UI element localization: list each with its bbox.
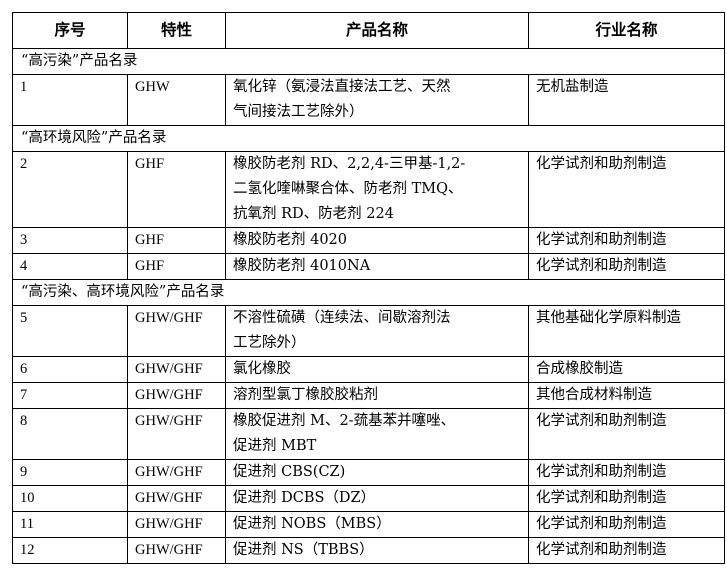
product-name-line: 氧化锌（氨浸法直接法工艺、天然 bbox=[233, 79, 451, 95]
cell-product-name: 促进剂 DCBS（DZ） bbox=[225, 485, 529, 512]
product-name-line: 促进剂 MBT bbox=[233, 438, 317, 454]
cell-attribute: GHW/GHF bbox=[127, 537, 226, 564]
product-name-line: 溶剂型氯丁橡胶胶粘剂 bbox=[233, 387, 378, 403]
product-name-line: 橡胶防老剂 4020 bbox=[233, 232, 348, 248]
product-name-line: 促进剂 CBS(CZ) bbox=[233, 464, 346, 480]
product-name-line: 促进剂 NOBS（MBS） bbox=[233, 516, 391, 532]
table-row: 10 GHW/GHF 促进剂 DCBS（DZ） 化学试剂和助剂制造 bbox=[12, 485, 725, 512]
cell-attribute: GHW/GHF bbox=[127, 382, 226, 409]
product-name-line: 工艺除外） bbox=[233, 335, 306, 351]
cell-attribute: GHF bbox=[127, 151, 226, 228]
section-label: “高环境风险”产品名录 bbox=[12, 125, 725, 152]
table-row: 11 GHW/GHF 促进剂 NOBS（MBS） 化学试剂和助剂制造 bbox=[12, 511, 725, 538]
cell-product-name: 促进剂 NOBS（MBS） bbox=[225, 511, 529, 538]
table-row: 5 GHW/GHF 不溶性硫磺（连续法、间歇溶剂法 工艺除外） 其他基础化学原料制造 bbox=[12, 305, 725, 357]
cell-industry-name: 化学试剂和助剂制造 bbox=[528, 253, 725, 280]
product-name-line: 橡胶防老剂 4010NA bbox=[233, 258, 371, 274]
product-name-line: 氯化橡胶 bbox=[233, 361, 291, 377]
table-row: 2 GHF 橡胶防老剂 RD、2,2,4-三甲基-1,2- 二氢化喹啉聚合体、防老剂 … bbox=[12, 151, 725, 228]
table-row: 7 GHW/GHF 溶剂型氯丁橡胶胶粘剂 其他合成材料制造 bbox=[12, 382, 725, 409]
table-row: 3 GHF 橡胶防老剂 4020 化学试剂和助剂制造 bbox=[12, 227, 725, 254]
cell-attribute: GHW bbox=[127, 74, 226, 126]
table-row: 8 GHW/GHF 橡胶促进剂 M、2-巯基苯并噻唑、 促进剂 MBT 化学试剂和助剂制… bbox=[12, 408, 725, 460]
cell-industry-name: 化学试剂和助剂制造 bbox=[528, 151, 725, 228]
cell-attribute: GHW/GHF bbox=[127, 511, 226, 538]
table-row: 12 GHW/GHF 促进剂 NS（TBBS） 化学试剂和助剂制造 bbox=[12, 537, 725, 564]
cell-no: 5 bbox=[12, 305, 128, 357]
cell-attribute: GHW/GHF bbox=[127, 305, 226, 357]
cell-no: 11 bbox=[12, 511, 128, 538]
cell-no: 10 bbox=[12, 485, 128, 512]
header-no: 序号 bbox=[12, 12, 128, 49]
cell-industry-name: 化学试剂和助剂制造 bbox=[528, 511, 725, 538]
cell-attribute: GHW/GHF bbox=[127, 459, 226, 486]
cell-no: 9 bbox=[12, 459, 128, 486]
cell-no: 12 bbox=[12, 537, 128, 564]
section-row: “高污染、高环境风险”产品名录 bbox=[12, 279, 725, 306]
section-label: “高污染”产品名录 bbox=[12, 48, 725, 75]
product-name-line: 气间接法工艺除外） bbox=[233, 104, 364, 120]
cell-product-name: 橡胶促进剂 M、2-巯基苯并噻唑、 促进剂 MBT bbox=[225, 408, 529, 460]
header-industry-name: 行业名称 bbox=[528, 12, 725, 49]
product-name-line: 橡胶防老剂 RD、2,2,4-三甲基-1,2- bbox=[233, 156, 466, 172]
product-name-line: 抗氧剂 RD、防老剂 224 bbox=[233, 206, 394, 222]
table-row: 9 GHW/GHF 促进剂 CBS(CZ) 化学试剂和助剂制造 bbox=[12, 459, 725, 486]
cell-industry-name: 其他基础化学原料制造 bbox=[528, 305, 725, 357]
table-row: 6 GHW/GHF 氯化橡胶 合成橡胶制造 bbox=[12, 356, 725, 383]
cell-industry-name: 无机盐制造 bbox=[528, 74, 725, 126]
table-row: 1 GHW 氧化锌（氨浸法直接法工艺、天然 气间接法工艺除外） 无机盐制造 bbox=[12, 74, 725, 126]
cell-industry-name: 合成橡胶制造 bbox=[528, 356, 725, 383]
product-name-line: 促进剂 NS（TBBS） bbox=[233, 542, 374, 558]
cell-no: 8 bbox=[12, 408, 128, 460]
cell-industry-name: 其他合成材料制造 bbox=[528, 382, 725, 409]
cell-product-name: 橡胶防老剂 RD、2,2,4-三甲基-1,2- 二氢化喹啉聚合体、防老剂 TMQ、… bbox=[225, 151, 529, 228]
cell-no: 3 bbox=[12, 227, 128, 254]
cell-attribute: GHF bbox=[127, 227, 226, 254]
cell-product-name: 橡胶防老剂 4020 bbox=[225, 227, 529, 254]
product-name-line: 二氢化喹啉聚合体、防老剂 TMQ、 bbox=[233, 181, 463, 197]
product-table: 序号 特性 产品名称 行业名称 “高污染”产品名录 1 GHW 氧化锌（氨浸法直接法工… bbox=[12, 12, 725, 564]
cell-no: 6 bbox=[12, 356, 128, 383]
cell-industry-name: 化学试剂和助剂制造 bbox=[528, 408, 725, 460]
cell-industry-name: 化学试剂和助剂制造 bbox=[528, 459, 725, 486]
cell-product-name: 不溶性硫磺（连续法、间歇溶剂法 工艺除外） bbox=[225, 305, 529, 357]
section-label: “高污染、高环境风险”产品名录 bbox=[12, 279, 725, 306]
cell-product-name: 橡胶防老剂 4010NA bbox=[225, 253, 529, 280]
header-row: 序号 特性 产品名称 行业名称 bbox=[12, 12, 725, 49]
cell-product-name: 促进剂 NS（TBBS） bbox=[225, 537, 529, 564]
cell-industry-name: 化学试剂和助剂制造 bbox=[528, 485, 725, 512]
cell-no: 1 bbox=[12, 74, 128, 126]
header-product-name: 产品名称 bbox=[225, 12, 529, 49]
cell-industry-name: 化学试剂和助剂制造 bbox=[528, 227, 725, 254]
cell-product-name: 溶剂型氯丁橡胶胶粘剂 bbox=[225, 382, 529, 409]
cell-attribute: GHW/GHF bbox=[127, 485, 226, 512]
header-attribute: 特性 bbox=[127, 12, 226, 49]
cell-attribute: GHW/GHF bbox=[127, 408, 226, 460]
cell-product-name: 氯化橡胶 bbox=[225, 356, 529, 383]
cell-no: 4 bbox=[12, 253, 128, 280]
cell-product-name: 氧化锌（氨浸法直接法工艺、天然 气间接法工艺除外） bbox=[225, 74, 529, 126]
section-row: “高污染”产品名录 bbox=[12, 48, 725, 75]
product-name-line: 不溶性硫磺（连续法、间歇溶剂法 bbox=[233, 310, 451, 326]
product-name-line: 促进剂 DCBS（DZ） bbox=[233, 490, 376, 506]
section-row: “高环境风险”产品名录 bbox=[12, 125, 725, 152]
cell-industry-name: 化学试剂和助剂制造 bbox=[528, 537, 725, 564]
table-row: 4 GHF 橡胶防老剂 4010NA 化学试剂和助剂制造 bbox=[12, 253, 725, 280]
product-name-line: 橡胶促进剂 M、2-巯基苯并噻唑、 bbox=[233, 413, 456, 429]
cell-product-name: 促进剂 CBS(CZ) bbox=[225, 459, 529, 486]
cell-no: 7 bbox=[12, 382, 128, 409]
cell-attribute: GHF bbox=[127, 253, 226, 280]
cell-no: 2 bbox=[12, 151, 128, 228]
cell-attribute: GHW/GHF bbox=[127, 356, 226, 383]
